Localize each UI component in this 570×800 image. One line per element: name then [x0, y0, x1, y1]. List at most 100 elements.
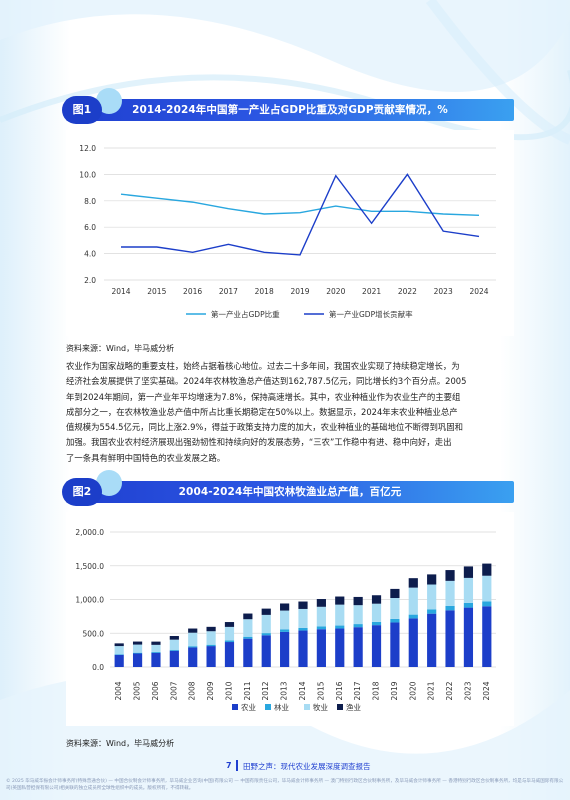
bar-segment	[280, 631, 290, 667]
bar-segment	[114, 643, 124, 647]
bar-segment	[188, 632, 198, 647]
bar-segment	[114, 654, 124, 655]
y-tick-label: 10.0	[79, 170, 96, 179]
bar-segment	[335, 596, 345, 605]
bar-segment	[132, 652, 143, 654]
y-tick-label: 0.0	[92, 663, 104, 672]
bar-segment	[408, 578, 418, 588]
bar-segment	[280, 610, 290, 630]
figure1-source: 资料来源：Wind，毕马威分析	[66, 344, 175, 353]
bar-segment	[316, 606, 326, 627]
y-tick-label: 8.0	[84, 197, 96, 206]
bar-segment	[151, 641, 161, 645]
bar-segment	[243, 638, 253, 667]
bar-segment	[298, 630, 308, 667]
figure1-chart: 2.0 4.0 6.0 8.0 10.0 12.0 2014 2015 2016 2017 2018…	[66, 130, 514, 336]
bar-segment	[169, 649, 179, 651]
x-tick-label: 2023	[434, 287, 453, 296]
x-tick-label: 2022	[398, 287, 417, 296]
paragraph-line: 经济社会发展提供了坚实基础。2024年农林牧渔总产值达到162,787.5亿元，…	[66, 376, 467, 387]
bar-segment	[371, 621, 382, 626]
x-tick-label: 2010	[224, 681, 233, 700]
bar-segment	[298, 608, 308, 628]
y-tick-label: 2,000.0	[75, 528, 104, 537]
bar-segment	[463, 602, 474, 608]
bar-segment	[353, 596, 363, 606]
bar-segment	[353, 605, 363, 625]
bar-segment	[445, 610, 455, 667]
bar-segment	[371, 625, 382, 667]
x-tick-label: 2018	[255, 287, 274, 296]
bar-segment	[224, 626, 235, 641]
x-tick-label: 2017	[353, 681, 362, 700]
paragraph-line: 成部分之一，在农林牧渔业总产值中所占比重长期稳定在50%以上。数据显示，2024…	[66, 406, 458, 417]
bar-segment	[132, 644, 143, 653]
bar-segment	[188, 646, 198, 648]
figure2-bar-chart: 0.0 500.0 1,000.0 1,500.0 2,000.0 2004 2005 200…	[75, 528, 496, 712]
bar-segment	[427, 613, 437, 667]
legend-label: 第一产业GDP增长贡献率	[329, 309, 413, 319]
y-tick-label: 1,500.0	[75, 562, 104, 571]
x-tick-label: 2008	[188, 681, 197, 700]
legend-swatch	[232, 704, 238, 710]
bar-segment	[224, 622, 235, 627]
x-tick-label: 2019	[390, 681, 399, 700]
x-tick-label: 2004	[114, 681, 123, 700]
paragraph-line: 了一条具有鲜明中国特色的农业发展之路。	[66, 452, 226, 463]
bar-segment	[482, 563, 492, 576]
x-tick-label: 2005	[133, 681, 142, 700]
legend-label: 牧业	[313, 702, 328, 712]
paragraph-line: 加强。我国农业农村经济展现出强劲韧性和持续向好的发展态势，“三农”工作稳中有进、…	[66, 437, 452, 448]
figure1-line-chart: 2.0 4.0 6.0 8.0 10.0 12.0 2014 2015 2016 2017 2018…	[79, 144, 496, 319]
bar-segment	[188, 628, 198, 633]
bar-segment	[169, 636, 179, 640]
bar-segment	[408, 618, 418, 667]
bar-segment	[114, 646, 124, 655]
bar-segment	[408, 587, 418, 615]
x-tick-label: 2016	[335, 681, 344, 700]
bar-segment	[261, 614, 271, 634]
bar-segment	[261, 635, 271, 667]
bar-segment	[243, 619, 253, 637]
x-tick-label: 2022	[445, 681, 454, 700]
bar-segment	[298, 601, 308, 609]
body-paragraph: 农业作为国家战略的重要支柱，始终占据着核心地位。过去二十多年间，我国农业实现了持…	[66, 359, 518, 466]
bar-segment	[427, 574, 437, 585]
bar-segment	[482, 606, 492, 667]
legend-label: 渔业	[346, 702, 361, 712]
x-tick-label: 2020	[326, 287, 345, 296]
bar-segment	[316, 599, 326, 607]
bar-segment	[316, 629, 326, 667]
bar-segment	[353, 627, 363, 667]
x-tick-label: 2017	[219, 287, 238, 296]
footer-divider	[236, 760, 238, 771]
x-tick-label: 2015	[147, 287, 166, 296]
bar-segment	[224, 642, 235, 667]
x-tick-label: 2020	[408, 681, 417, 700]
bar-segment	[280, 603, 290, 611]
bar-segment	[390, 618, 400, 623]
page-number: 7	[226, 761, 232, 770]
bar-segment	[408, 614, 418, 619]
y-tick-label: 1,000.0	[75, 596, 104, 605]
x-tick-label: 2016	[183, 287, 202, 296]
paragraph-line: 年到2024年期间，第一产业年平均增速为7.8%，保持高速增长。其中，农业种植业…	[66, 391, 461, 402]
legend-swatch	[337, 704, 343, 710]
figure2-title: 2004-2024年中国农林牧渔业总产值，百亿元	[178, 486, 402, 498]
x-tick-label: 2021	[427, 681, 436, 700]
paragraph-line: 值规模为554.5亿元，同比上涨2.9%，得益于政策支持力度的加大，农业种植业的…	[66, 422, 463, 433]
bar-segment	[445, 605, 455, 611]
x-tick-label: 2014	[111, 287, 130, 296]
bar-segment	[463, 607, 474, 667]
bar-segment	[151, 652, 161, 667]
x-tick-label: 2015	[316, 681, 325, 700]
bar-segment	[390, 598, 400, 619]
bar-segment	[482, 575, 492, 602]
bar-segment	[371, 603, 382, 622]
bar-segment	[243, 636, 253, 639]
series-line-1	[120, 193, 480, 217]
bar-segment	[335, 604, 345, 626]
legend-label: 农业	[241, 702, 256, 712]
figure2-tag: 图2	[62, 478, 102, 506]
legend-swatch	[304, 704, 310, 710]
